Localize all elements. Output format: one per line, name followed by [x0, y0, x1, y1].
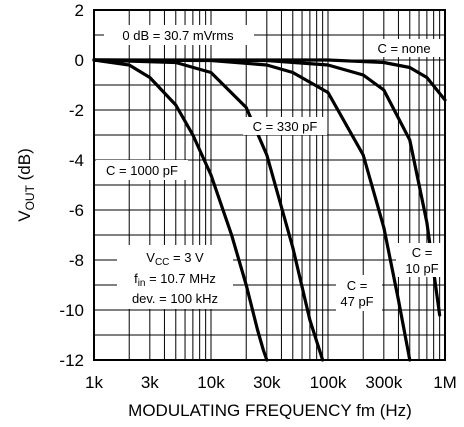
svg-text:dev. = 100 kHz: dev. = 100 kHz [132, 291, 218, 306]
y-tick-label: -2 [69, 101, 84, 120]
x-tick-label: 1k [85, 373, 103, 392]
x-tick-labels: 1k 3k 10k 30k 100k 300k 1M [85, 373, 457, 392]
y-tick-label: -8 [69, 251, 84, 270]
series-line [92, 58, 447, 102]
y-tick-label: -10 [59, 301, 84, 320]
annotation-c-330: C = 330 pF [243, 117, 327, 135]
x-tick-label: 30k [253, 373, 281, 392]
annotation-c-47: C = 47 pF [336, 275, 382, 311]
series-line [92, 58, 269, 362]
x-tick-label: 10k [197, 373, 225, 392]
plot-frame [93, 9, 446, 361]
annotation-c-none: C = none [366, 39, 442, 57]
annotation-ref-level: 0 dB = 30.7 mVrms [104, 25, 254, 45]
y-tick-label: -4 [69, 151, 84, 170]
svg-text:VCC = 3 V: VCC = 3 V [146, 250, 204, 268]
y-tick-labels: 2 0 -2 -4 -6 -8 -10 -12 [59, 1, 84, 370]
x-tick-label: 1M [433, 373, 457, 392]
annotation-c-1000: C = 1000 pF [96, 160, 188, 180]
svg-text:10 pF: 10 pF [405, 261, 438, 276]
svg-text:fin = 10.7 MHz: fin = 10.7 MHz [134, 271, 216, 289]
y-tick-label: -6 [69, 201, 84, 220]
x-tick-label: 300k [365, 373, 402, 392]
x-tick-label: 3k [141, 373, 159, 392]
svg-text:C =: C = [347, 278, 368, 293]
annotation-conditions: VCC = 3 V fin = 10.7 MHz dev. = 100 kHz [117, 245, 233, 309]
series-curves [92, 58, 447, 362]
svg-text:C = none: C = none [377, 41, 430, 56]
series-line [92, 58, 412, 362]
y-axis-label: VOUT (dB) [15, 148, 37, 222]
svg-text:C = 330 pF: C = 330 pF [253, 119, 318, 134]
y-tick-label: 2 [75, 1, 84, 20]
y-tick-label: 0 [75, 51, 84, 70]
x-tick-label: 100k [310, 373, 347, 392]
svg-text:C =: C = [412, 245, 433, 260]
svg-text:0 dB = 30.7 mVrms: 0 dB = 30.7 mVrms [122, 28, 234, 43]
svg-text:47 pF: 47 pF [340, 294, 373, 309]
x-axis-label: MODULATING FREQUENCY fm (Hz) [128, 401, 412, 420]
annotation-c-10: C = 10 pF [396, 243, 444, 277]
y-tick-label: -12 [59, 351, 84, 370]
svg-text:C = 1000 pF: C = 1000 pF [106, 163, 178, 178]
